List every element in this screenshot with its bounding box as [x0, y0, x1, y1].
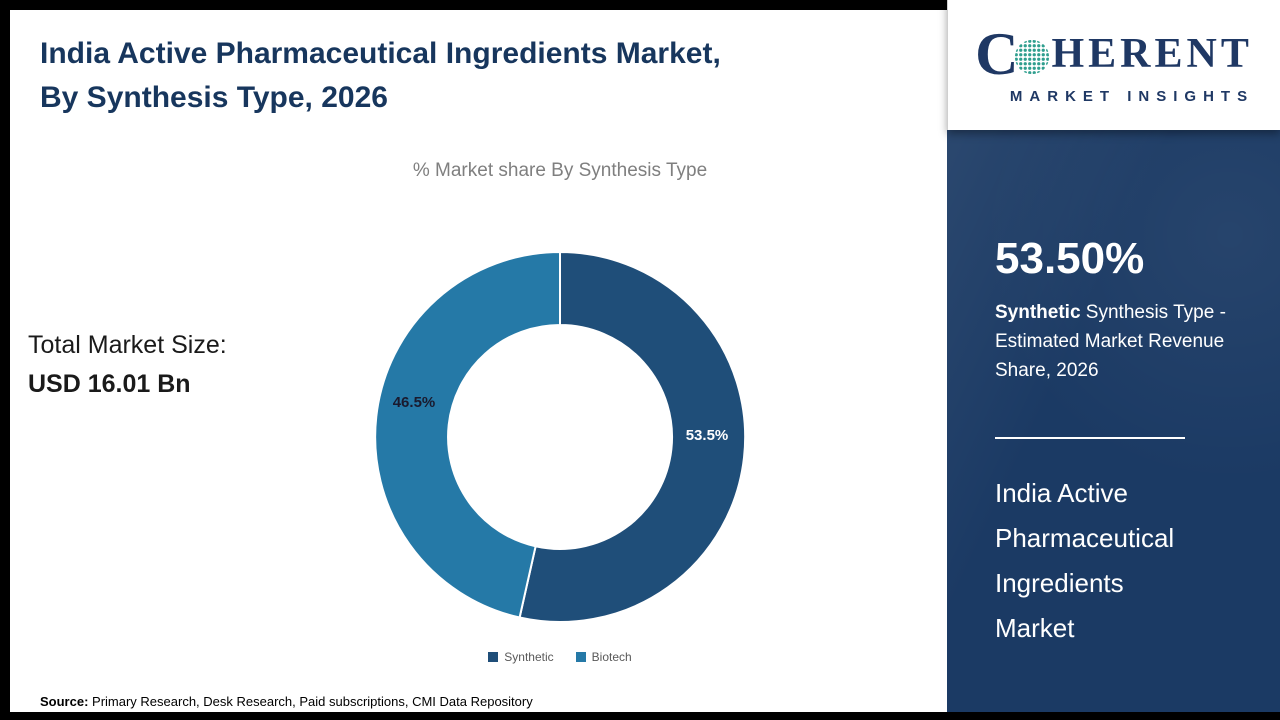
legend-swatch-synthetic-icon — [488, 652, 499, 662]
legend-label-synthetic: Synthetic — [504, 650, 554, 664]
donut-chart: 53.5% 46.5% — [374, 250, 747, 623]
market-name-line2: Pharmaceutical — [995, 523, 1175, 553]
sidebar: 53.50% Synthetic Synthesis Type - Estima… — [947, 130, 1280, 712]
slice-label-biotech: 46.5% — [393, 394, 436, 411]
source-line: Source: Primary Research, Desk Research,… — [40, 694, 533, 709]
donut-segment-biotech[interactable] — [374, 250, 561, 619]
source-label: Source: — [40, 694, 89, 709]
sidebar-divider — [995, 437, 1185, 439]
market-name: India Active Pharmaceutical Ingredients … — [995, 471, 1246, 651]
main-panel: India Active Pharmaceutical Ingredients … — [10, 10, 947, 712]
slice-label-synthetic: 53.5% — [686, 427, 729, 444]
logo-wordmark: HERENT — [1051, 31, 1253, 77]
legend-item-biotech[interactable]: Biotech — [575, 650, 632, 664]
page-title: India Active Pharmaceutical Ingredients … — [40, 32, 920, 119]
market-name-line1: India Active — [995, 478, 1128, 508]
total-market-size-value: USD 16.01 Bn — [28, 369, 191, 398]
chart-subtitle: % Market share By Synthesis Type — [412, 160, 708, 181]
page-title-line1: India Active Pharmaceutical Ingredients … — [40, 37, 721, 70]
stat-description-bold: Synthetic — [995, 302, 1081, 323]
legend-swatch-biotech-icon — [575, 652, 586, 662]
legend-label-biotech: Biotech — [591, 650, 632, 664]
sidebar-content: 53.50% Synthetic Synthesis Type - Estima… — [947, 130, 1280, 651]
brand-logo: C HERENT — [948, 24, 1280, 84]
source-text: Primary Research, Desk Research, Paid su… — [88, 694, 533, 709]
donut-segment-synthetic[interactable] — [518, 250, 747, 623]
market-name-line3: Ingredients — [995, 568, 1124, 598]
stat-value: 53.50% — [995, 234, 1145, 283]
page-title-line2: By Synthesis Type, 2026 — [40, 80, 388, 114]
total-market-size: Total Market Size: USD 16.01 Bn — [28, 326, 227, 404]
legend-item-synthetic[interactable]: Synthetic — [488, 650, 554, 664]
stat-description: Synthetic Synthesis Type - Estimated Mar… — [995, 298, 1237, 385]
chart-legend: Synthetic Biotech — [160, 650, 960, 664]
total-market-size-label: Total Market Size: — [28, 331, 227, 359]
logo-letter-c: C — [975, 21, 1019, 87]
brand-logo-box: C HERENT MARKET INSIGHTS — [947, 0, 1280, 130]
stat-description-rest: Synthesis Type - Estimated Market Revenu… — [995, 302, 1226, 381]
logo-subtitle: MARKET INSIGHTS — [1009, 88, 1255, 105]
dotted-globe-icon — [1015, 39, 1050, 75]
market-name-line4: Market — [995, 613, 1075, 643]
